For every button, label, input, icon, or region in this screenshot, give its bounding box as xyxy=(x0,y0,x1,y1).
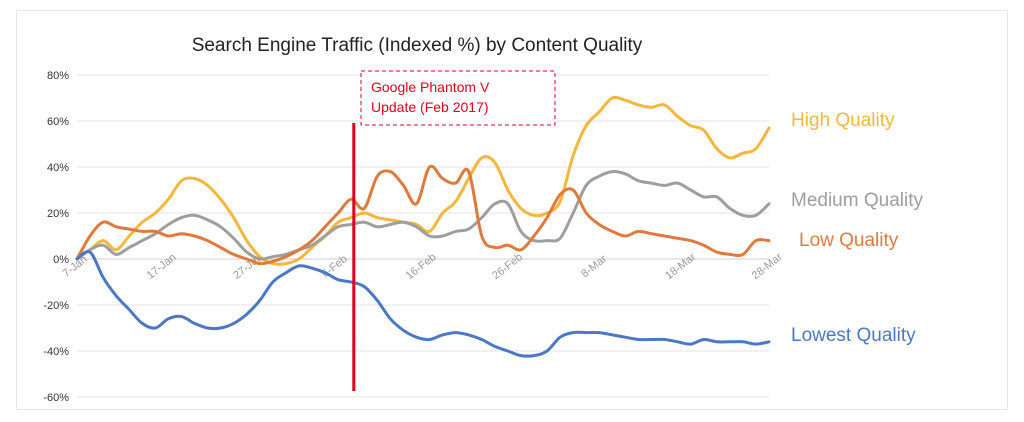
x-tick-label: 6-Feb xyxy=(320,253,350,280)
series-line-medium-quality xyxy=(75,170,771,261)
chart-frame: Search Engine Traffic (Indexed %) by Con… xyxy=(16,10,1008,410)
line-chart: Search Engine Traffic (Indexed %) by Con… xyxy=(43,35,923,404)
series-label-high-quality: High Quality xyxy=(791,110,895,131)
x-tick-label: 8-Mar xyxy=(579,253,609,280)
series-label-low-quality: Low Quality xyxy=(799,230,899,251)
series-labels: High Quality Medium Quality Low Quality … xyxy=(791,110,923,346)
grid-lines xyxy=(77,74,769,398)
y-axis-ticks: -60% -40% -20% 0% 20% 40% 60% 80% xyxy=(43,70,69,404)
y-tick-label: -20% xyxy=(43,300,69,312)
x-tick-label: 18-Mar xyxy=(663,251,698,282)
annotation-box xyxy=(360,70,556,126)
annotation-text-line-2: Update (Feb 2017) xyxy=(371,99,489,115)
x-tick-label: 26-Feb xyxy=(490,251,525,282)
series-lines xyxy=(75,95,771,358)
y-tick-label: 0% xyxy=(53,254,69,266)
series-line-high-quality xyxy=(75,95,771,266)
x-tick-label: 28-Mar xyxy=(750,251,785,282)
chart-title: Search Engine Traffic (Indexed %) by Con… xyxy=(192,35,643,56)
annotation: Google Phantom V Update (Feb 2017) xyxy=(352,70,556,391)
y-tick-label: -40% xyxy=(43,346,69,358)
y-tick-label: -60% xyxy=(43,392,69,404)
series-label-lowest-quality: Lowest Quality xyxy=(791,325,916,346)
x-axis-ticks: 7-Jan 17-Jan 27-Jan 6-Feb 16-Feb 26-Feb 8-Mar 1… xyxy=(61,251,785,282)
y-tick-label: 80% xyxy=(47,70,69,82)
series-label-medium-quality: Medium Quality xyxy=(791,190,923,211)
y-tick-label: 20% xyxy=(47,208,69,220)
y-tick-label: 40% xyxy=(47,162,69,174)
y-tick-label: 60% xyxy=(47,116,69,128)
annotation-text-line-1: Google Phantom V xyxy=(371,79,490,95)
series-line-lowest-quality xyxy=(75,249,771,358)
series-line-low-quality xyxy=(75,164,771,266)
x-tick-label: 16-Feb xyxy=(404,251,439,282)
x-tick-label: 17-Jan xyxy=(145,252,179,282)
